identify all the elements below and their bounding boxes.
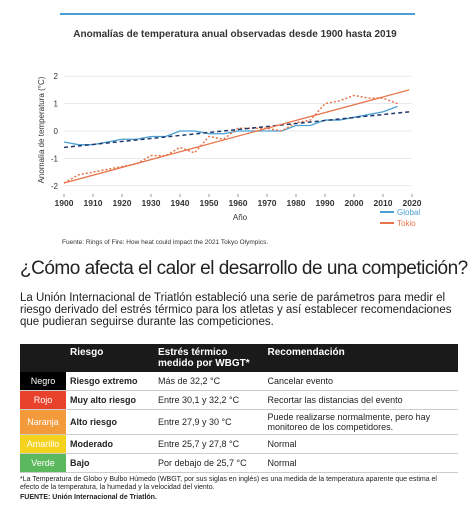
header-cell: Riesgo xyxy=(66,344,154,372)
x-tick-label: 1970 xyxy=(258,198,277,208)
x-tick-label: 2010 xyxy=(374,198,393,208)
series-line xyxy=(63,105,398,146)
x-tick-label: 2020 xyxy=(403,198,422,208)
table-cell: Cancelar evento xyxy=(263,372,458,391)
x-tick-label: 1940 xyxy=(171,198,190,208)
intro: La Unión Internacional de Triatlón estab… xyxy=(20,292,452,328)
table: Riesgo Estrés térmico medido por WBGT* Rec… xyxy=(20,344,458,473)
table-row: Naranja Alto riesgo Entre 27,9 y 30 °C Pued… xyxy=(20,409,458,435)
x-tick-label: 1910 xyxy=(84,198,103,208)
table-row: Verde Bajo Por debajo de 25,7 °C Normal xyxy=(20,453,458,473)
table-cell: Más de 32,2 °C xyxy=(154,372,264,391)
risk-badge: Rojo xyxy=(20,390,66,410)
y-tick-label: 2 xyxy=(54,72,59,81)
table-row: Rojo Muy alto riesgo Entre 30,1 y 32,2 °C R… xyxy=(20,390,458,410)
risk-badge: Naranja xyxy=(20,409,66,435)
heading: ¿Cómo afecta el calor el desarrollo de u… xyxy=(20,258,468,279)
table-row: Negro Riesgo extremo Más de 32,2 °C Cancela… xyxy=(20,372,458,391)
source: Fuente: Rings of Fire: How heat could im… xyxy=(62,239,268,246)
header-cell: Estrés térmico medido por WBGT* xyxy=(154,344,264,372)
y-axis-label: Anomalía de temperatura (°C) xyxy=(37,76,46,183)
series-line xyxy=(63,94,398,184)
footnote: *La Temperatura de Globo y Bulbo Húmedo … xyxy=(20,476,437,491)
x-tick-label: 1980 xyxy=(287,198,306,208)
series-line xyxy=(63,89,410,184)
x-tick-label: 1930 xyxy=(142,198,161,208)
table-cell: Normal xyxy=(263,453,458,473)
x-tick-label: 1900 xyxy=(55,198,74,208)
x-tick-label: 1920 xyxy=(113,198,132,208)
table-cell: Entre 25,7 y 27,8 °C xyxy=(154,434,264,454)
table-cell: Por debajo de 25,7 °C xyxy=(154,453,264,473)
x-axis-label: Año xyxy=(233,213,248,222)
table-cell: Normal xyxy=(263,434,458,454)
risk-badge: Verde xyxy=(20,453,66,473)
x-tick-label: 1990 xyxy=(316,198,335,208)
risk-badge: Negro xyxy=(20,372,66,391)
x-tick-label: 2000 xyxy=(345,198,364,208)
series-line xyxy=(63,111,410,149)
table-cell: Puede realizarse normalmente, pero hay m… xyxy=(263,409,458,435)
risk-badge: Amarillo xyxy=(20,434,66,454)
header-cell: Recomendación xyxy=(263,344,458,372)
table-row: Amarillo Moderado Entre 25,7 y 27,8 °C Norm… xyxy=(20,434,458,454)
table-cell: Moderado xyxy=(66,434,154,454)
legend-label: Global xyxy=(397,208,420,217)
table-cell: Riesgo extremo xyxy=(66,372,154,391)
table-cell: Muy alto riesgo xyxy=(66,390,154,410)
table-cell: Recortar las distancias del evento xyxy=(263,390,458,410)
legend-label: Tokio xyxy=(397,219,416,228)
header-row: Riesgo Estrés térmico medido por WBGT* Rec… xyxy=(20,344,458,372)
x-tick-label: 1960 xyxy=(229,198,248,208)
x-tick-label: 1950 xyxy=(200,198,219,208)
source-note: FUENTE: Unión Internacional de Triatlón. xyxy=(20,494,157,501)
y-tick-label: 0 xyxy=(54,127,59,136)
y-tick-label: -2 xyxy=(51,182,59,191)
table-cell: Alto riesgo xyxy=(66,409,154,435)
header-cell xyxy=(20,344,66,372)
chart: Anomalías de temperatura anual observada… xyxy=(37,13,422,246)
table-cell: Bajo xyxy=(66,453,154,473)
y-tick-label: 1 xyxy=(54,100,59,109)
y-tick-label: -1 xyxy=(51,154,59,163)
table-cell: Entre 27,9 y 30 °C xyxy=(154,409,264,435)
table-cell: Entre 30,1 y 32,2 °C xyxy=(154,390,264,410)
chart-title: Anomalías de temperatura anual observada… xyxy=(73,29,397,40)
